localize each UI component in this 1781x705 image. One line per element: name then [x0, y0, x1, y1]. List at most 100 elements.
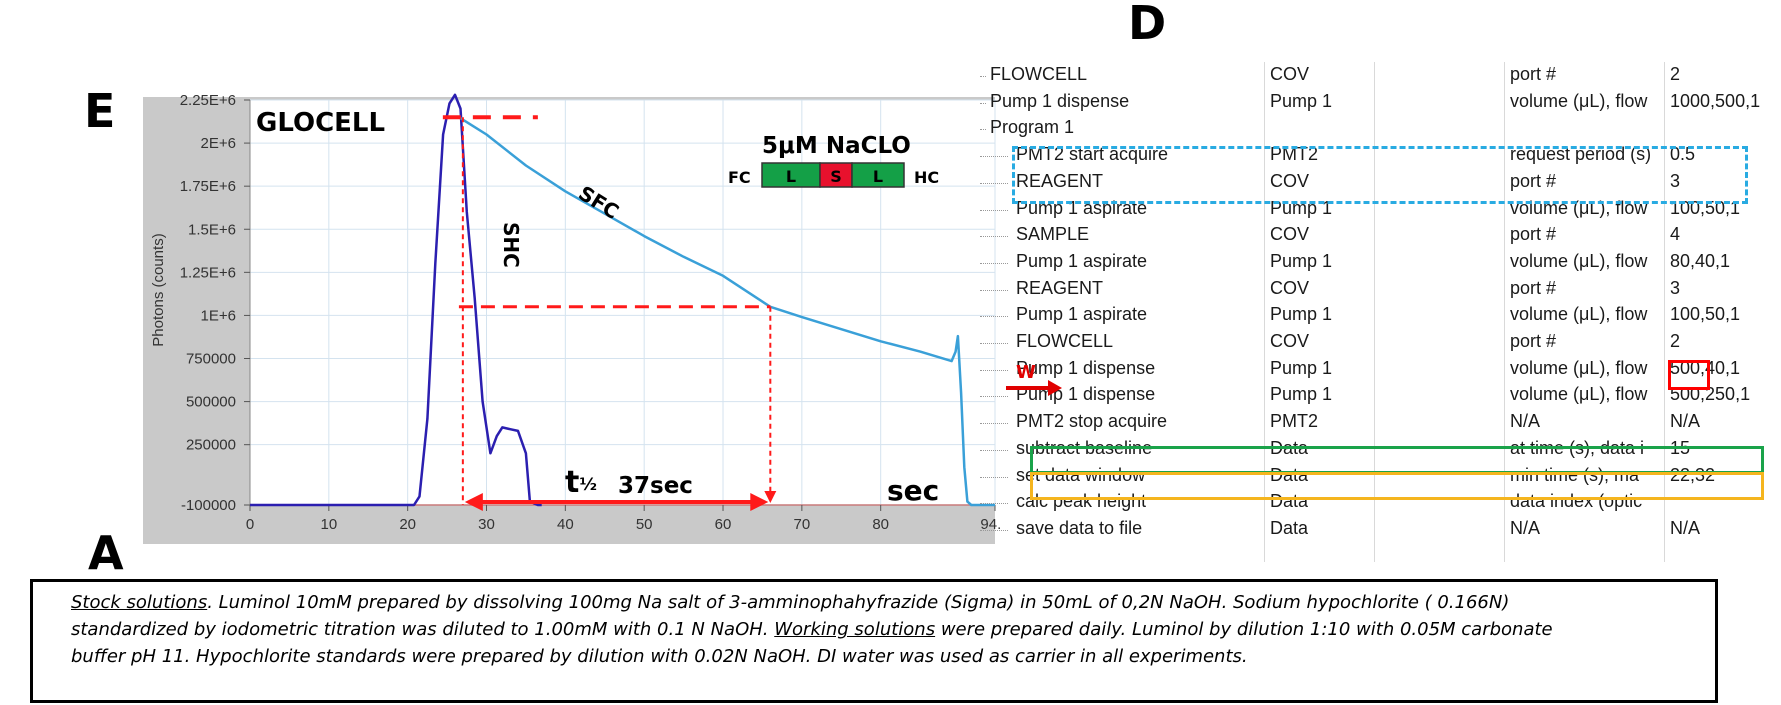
- tree-connector: [980, 369, 1008, 371]
- shc-label: SHC: [499, 222, 523, 268]
- table-row: calc peak height Data data index (optic: [980, 489, 1760, 515]
- cell-step: FLOWCELL: [990, 64, 1088, 84]
- y-axis-ticks: 2.25E+6 2E+6 1.75E+6 1.5E+6 1.25E+6 1E+6 75000…: [180, 92, 250, 514]
- tree-connector: [980, 236, 1008, 238]
- column-divider: [1374, 62, 1375, 562]
- cell-value: 80,40,1: [1670, 250, 1731, 271]
- table-row: PMT2 start acquire PMT2 request period (s)…: [980, 142, 1760, 168]
- cell-parameter: port #: [1510, 170, 1557, 191]
- working-solutions-heading: Working solutions: [774, 619, 936, 640]
- cell-value: 2: [1670, 64, 1681, 84]
- table-row: Pump 1 aspirate Pump 1 volume (μL), flow 80…: [980, 249, 1760, 275]
- series-line-sfc: [458, 116, 995, 507]
- cell-step: Program 1: [990, 117, 1075, 138]
- panel-letter-e: E: [84, 84, 116, 138]
- y-tick-label: 2E+6: [201, 135, 236, 152]
- y-tick-label: 2.25E+6: [180, 92, 236, 109]
- x-tick-label: 70: [794, 516, 811, 533]
- x-axis-label: sec: [887, 474, 939, 507]
- y-tick-label: 1.5E+6: [188, 221, 236, 238]
- w-label: W: [1016, 362, 1036, 383]
- hc-label: HC: [914, 168, 939, 187]
- x-tick-label: 80: [872, 516, 889, 533]
- cell-step: Pump 1 dispense: [990, 90, 1130, 111]
- cell-device: Pump 1: [1270, 250, 1333, 271]
- y-tick-label: 500000: [186, 394, 236, 411]
- luminescence-chart: 2.25E+6 2E+6 1.75E+6 1.5E+6 1.25E+6 1E+6 75000…: [143, 92, 1000, 544]
- cell-value: 4: [1670, 224, 1681, 245]
- x-tick-label: 60: [715, 516, 732, 533]
- notes-box: Stock solutions. Luminol 10mM prepared b…: [30, 579, 1718, 703]
- cell-value: N/A: [1670, 517, 1701, 538]
- series-layer: [250, 93, 995, 507]
- cell-step: SAMPLE: [1016, 224, 1090, 245]
- segment-l1-label: L: [786, 167, 796, 186]
- panel-letter-d: D: [1128, 0, 1167, 50]
- note-line-2: standardized by iodometric titration was…: [71, 619, 1553, 640]
- segment-s-label: S: [830, 167, 842, 186]
- segment-l2-label: L: [873, 167, 883, 186]
- w-arrow: W: [1006, 362, 1062, 396]
- t-half-value: 37sec: [618, 473, 693, 499]
- tree-connector: [980, 129, 986, 131]
- stock-solutions-heading: Stock solutions: [71, 592, 208, 613]
- column-divider: [1664, 62, 1665, 562]
- note-line-3: buffer pH 11. Hypochlorite standards wer…: [71, 646, 1248, 667]
- y-tick-label: -100000: [181, 497, 236, 514]
- tree-connector: [980, 182, 1008, 184]
- tree-connector: [980, 102, 986, 104]
- x-tick-label: 94.5: [980, 516, 1000, 533]
- program-table: FLOWCELL COV port # 2 Pump 1 dispense Pump 1 v…: [980, 62, 1764, 562]
- tree-connector: [980, 449, 1008, 451]
- cell-parameter: N/A: [1510, 517, 1541, 538]
- cell-step: PMT2 stop acquire: [1016, 411, 1168, 432]
- cell-step: Pump 1 aspirate: [1016, 250, 1148, 271]
- cell-parameter: volume (μL), flow: [1510, 250, 1648, 271]
- table-row: Program 1: [980, 115, 1760, 141]
- cell-value: 2: [1670, 331, 1681, 351]
- table-row: REAGENT COV port # 3: [980, 169, 1760, 195]
- tree-connector: [980, 343, 1008, 344]
- tree-connector: [980, 289, 1008, 291]
- cell-device: PMT2: [1270, 144, 1319, 165]
- series-line-shc: [250, 93, 542, 507]
- cell-step: REAGENT: [1016, 277, 1104, 298]
- t-half-symbol: t½: [565, 465, 597, 500]
- t-half-arrowhead-right: [750, 493, 769, 511]
- cell-parameter: port #: [1510, 277, 1557, 298]
- table-row: REAGENT COV port # 3: [980, 276, 1760, 302]
- segment-l1: [761, 162, 821, 188]
- half-life-markers: [442, 115, 777, 511]
- note-line-2-text-b: were prepared daily. Luminol by dilution…: [935, 619, 1553, 640]
- x-tick-label: 50: [636, 516, 653, 533]
- tree-connector: [980, 396, 1008, 398]
- cell-device: COV: [1270, 170, 1310, 191]
- cell-parameter: N/A: [1510, 411, 1541, 432]
- tree-connector: [980, 76, 986, 77]
- cell-parameter: volume (μL), flow: [1510, 357, 1648, 378]
- fc-label: FC: [728, 168, 751, 187]
- table-row: save data to file Data N/A N/A: [980, 516, 1760, 542]
- x-tick-label: 10: [320, 516, 337, 533]
- highlight-green: [1030, 446, 1764, 474]
- cell-step: Pump 1 dispense: [1016, 357, 1156, 378]
- x-tick-label: 30: [478, 516, 495, 533]
- table-row: FLOWCELL COV port # 2: [980, 329, 1760, 355]
- cell-parameter: volume (μL), flow: [1510, 304, 1648, 325]
- y-tick-label: 1E+6: [201, 307, 236, 324]
- cell-value: 1000,500,1: [1670, 90, 1760, 111]
- cell-device: PMT2: [1270, 411, 1319, 432]
- y-tick-label: 750000: [186, 351, 236, 368]
- cell-step: Pump 1 aspirate: [1016, 304, 1148, 325]
- cell-device: Data: [1270, 517, 1309, 538]
- cell-value: 100,50,1: [1670, 304, 1741, 325]
- tree-connector: [980, 262, 1008, 264]
- cell-step: PMT2 start acquire: [1016, 144, 1169, 165]
- column-divider: [1264, 62, 1265, 562]
- half-drop-arrowhead: [764, 491, 777, 503]
- tree-connector: [980, 503, 1008, 505]
- cell-parameter: port #: [1510, 331, 1557, 351]
- glocell-label: GLOCELL: [256, 108, 385, 138]
- cell-device: COV: [1270, 64, 1310, 84]
- cell-device: COV: [1270, 277, 1310, 298]
